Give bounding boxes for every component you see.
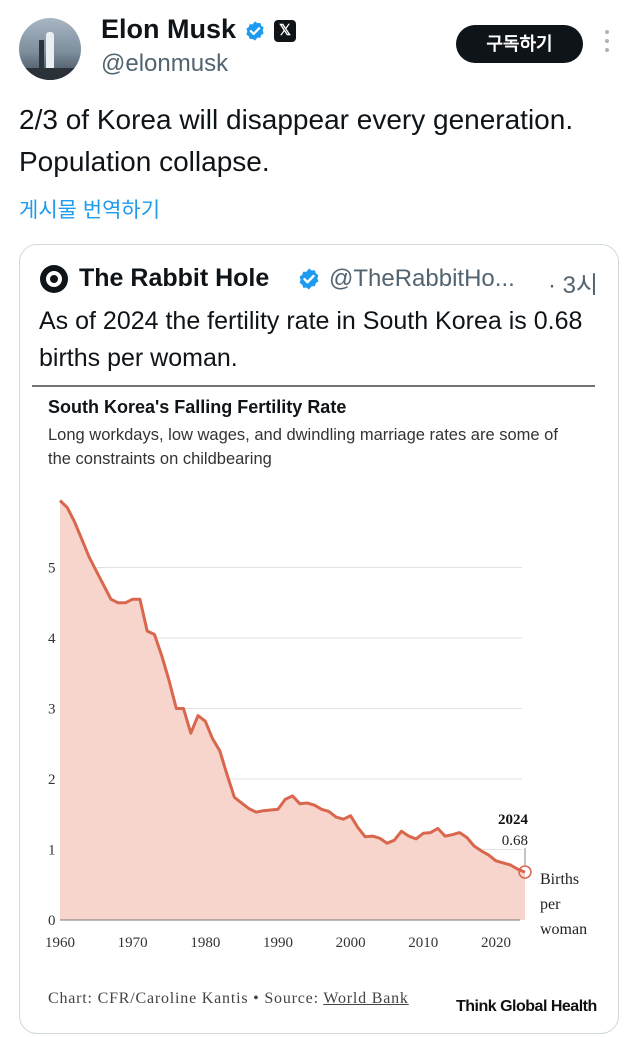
translate-post-link[interactable]: 게시물 번역하기: [19, 199, 161, 222]
x-tick-label: 1970: [118, 935, 148, 951]
quoted-post-text: As of 2024 the fertility rate in South K…: [39, 307, 583, 372]
y-axis-label-line: per: [540, 896, 561, 913]
avatar-rocket: [46, 32, 54, 72]
quoted-verified-badge-icon: [299, 268, 319, 290]
x-tick-label: 1980: [190, 935, 220, 951]
x-tick-label: 2020: [481, 935, 511, 951]
fertility-area: [60, 500, 525, 920]
author-name[interactable]: Elon Musk: [101, 14, 237, 44]
x-tick-label: 1990: [263, 935, 293, 951]
y-tick-label: 2: [48, 772, 56, 788]
chart-source: Chart: CFR/Caroline Kantis • Source: Wor…: [48, 983, 458, 1014]
chart-source-prefix: Chart: CFR/Caroline Kantis • Source:: [48, 990, 324, 1007]
think-global-health-logo: Think Global Health: [456, 998, 597, 1015]
author-handle[interactable]: @elonmusk: [101, 50, 229, 77]
verified-badge-icon: [246, 21, 264, 41]
y-tick-label: 4: [48, 631, 56, 647]
chart-subtitle: Long workdays, low wages, and dwindling …: [48, 426, 558, 468]
annotation-value: 0.68: [502, 833, 528, 849]
post-text: 2/3 of Korea will disappear every genera…: [19, 104, 574, 177]
more-options-icon[interactable]: [601, 30, 613, 58]
fertility-chart: 0 1 2 3 4 5 1960 1970 1980 1990 2000 2010 2020 2024…: [32, 385, 595, 951]
y-tick-label: 0: [48, 913, 56, 929]
quoted-author-name[interactable]: The Rabbit Hole: [79, 264, 270, 292]
y-axis-label: Births per woman: [540, 871, 587, 938]
x-tick-label: 1960: [45, 935, 75, 951]
avatar-launch-tower: [39, 40, 44, 72]
y-tick-label: 5: [48, 561, 56, 577]
chart-title: South Korea's Falling Fertility Rate: [48, 397, 347, 417]
world-bank-link[interactable]: World Bank: [323, 990, 409, 1007]
y-tick-label: 3: [48, 702, 56, 718]
fertility-chart-image[interactable]: 0 1 2 3 4 5 1960 1970 1980 1990 2000 2010 2020 2024…: [20, 385, 618, 1033]
subscribe-button[interactable]: 구독하기: [456, 25, 583, 63]
x-tick-label: 2010: [408, 935, 438, 951]
rabbit-hole-logo-icon: [40, 265, 68, 293]
avatar-ground: [19, 68, 81, 80]
latest-value-marker: [518, 865, 532, 879]
quoted-author-handle[interactable]: @TheRabbitHo...: [329, 265, 515, 292]
x-tick-label: 2000: [336, 935, 366, 951]
y-axis-label-line: woman: [540, 921, 587, 938]
y-tick-label: 1: [48, 843, 56, 859]
quoted-post-time[interactable]: · 3시: [548, 272, 599, 299]
quoted-post-card[interactable]: The Rabbit Hole @TheRabbitHo... · 3시 As …: [19, 244, 619, 1034]
annotation-year: 2024: [498, 812, 529, 828]
x-affiliation-icon: 𝕏: [274, 20, 296, 42]
y-axis-label-line: Births: [540, 871, 579, 888]
fertility-line: [58, 499, 526, 874]
author-avatar[interactable]: [19, 18, 81, 80]
